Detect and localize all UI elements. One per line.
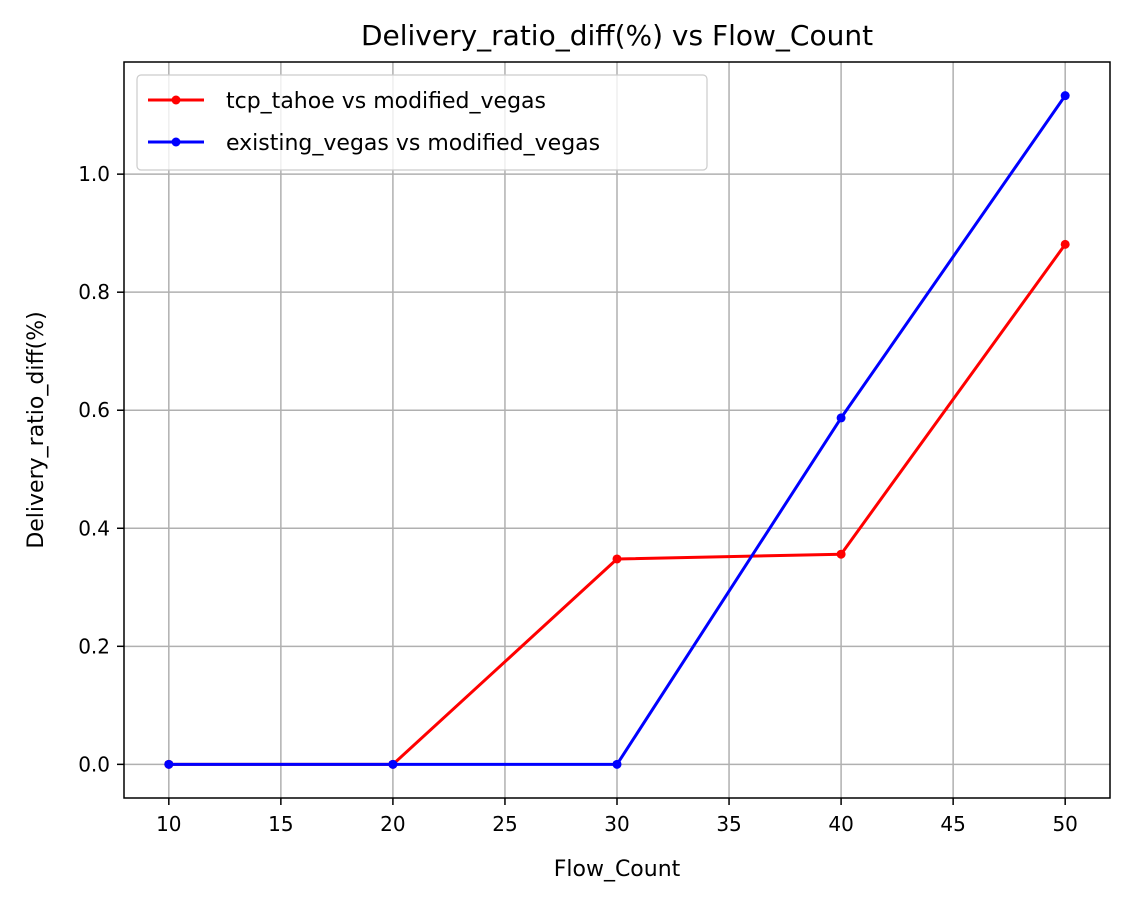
x-axis-label: Flow_Count [554,857,681,882]
x-tick-label: 50 [1052,812,1077,836]
x-tick-label: 25 [492,812,517,836]
y-tick-label: 0.4 [78,516,110,540]
data-point [612,554,622,564]
data-point [1060,239,1070,249]
y-tick-label: 0.2 [78,634,110,658]
x-tick-label: 35 [716,812,741,836]
y-tick-label: 0.6 [78,398,110,422]
legend-box [136,74,708,171]
x-tick-label: 40 [828,812,853,836]
x-tick-label: 20 [380,812,405,836]
legend-label-2: existing_vegas vs modified_vegas [226,131,600,156]
legend: tcp_tahoe vs modified_vegas existing_veg… [136,74,708,171]
y-tick-label: 1.0 [78,162,110,186]
x-tick-label: 10 [156,812,181,836]
series-2 [164,91,1070,769]
data-point [388,759,398,769]
y-tick-label: 0.0 [78,752,110,776]
legend-marker-1 [171,95,181,105]
data-point [164,759,174,769]
data-point [836,413,846,423]
legend-label-1: tcp_tahoe vs modified_vegas [226,89,546,114]
ticks: 10 15 20 25 30 35 40 45 50 0.0 0.2 0.4 0.6 0.8 1.0 [78,162,1078,836]
legend-marker-2 [171,137,181,147]
x-tick-label: 45 [940,812,965,836]
y-axis-label: Delivery_ratio_diff(%) [24,311,49,548]
data-point [836,549,846,559]
series-layer [164,91,1070,769]
data-point [1060,91,1070,101]
x-tick-label: 15 [268,812,293,836]
y-tick-label: 0.8 [78,280,110,304]
chart-title: Delivery_ratio_diff(%) vs Flow_Count [361,19,873,52]
x-tick-label: 30 [604,812,629,836]
data-point [612,759,622,769]
